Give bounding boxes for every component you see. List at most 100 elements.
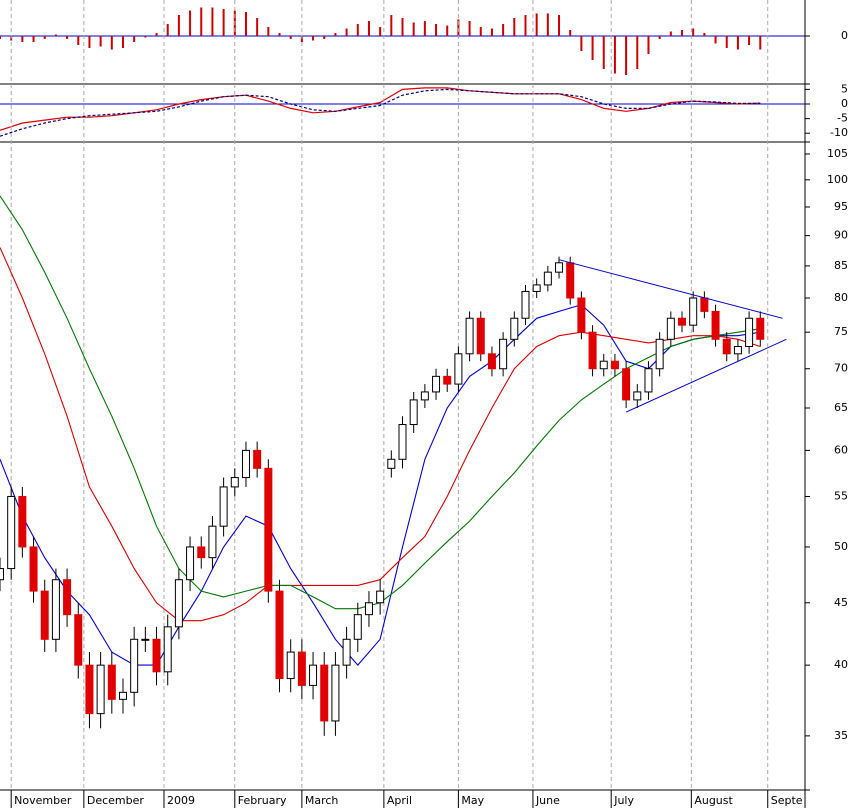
- candle-body: [376, 590, 385, 604]
- y-tick-label: 40: [834, 658, 848, 671]
- candle-body: [588, 331, 597, 370]
- candle-body: [555, 262, 564, 273]
- candle-body: [644, 368, 653, 393]
- candle-body: [118, 691, 127, 700]
- y-tick-label: 50: [834, 540, 848, 553]
- candle-body: [633, 391, 642, 401]
- candle-body: [309, 664, 318, 686]
- candle-body: [711, 310, 720, 340]
- candle-body: [577, 297, 586, 333]
- y-tick-label: 55: [834, 489, 848, 502]
- candle-body: [51, 579, 60, 640]
- candle-body: [107, 664, 116, 700]
- y-tick-label: 70: [834, 362, 848, 375]
- y-tick-label: 90: [834, 229, 848, 242]
- indicator-line: [0, 87, 761, 131]
- candle-body: [7, 495, 16, 570]
- candle-body: [264, 467, 273, 592]
- y-tick-label: 100: [827, 173, 848, 186]
- x-tick-label: July: [613, 794, 634, 807]
- x-tick-label: August: [694, 794, 733, 807]
- trendline: [625, 338, 787, 413]
- candle-body: [174, 579, 183, 628]
- candle-body: [18, 495, 27, 548]
- candle-body: [197, 546, 206, 559]
- x-tick-label: March: [305, 794, 339, 807]
- y-tick-label: 85: [834, 259, 848, 272]
- y-tick-label: 95: [834, 200, 848, 213]
- candle-body: [610, 360, 619, 370]
- candle-body: [521, 290, 530, 319]
- candle-body: [432, 375, 441, 393]
- candle-body: [733, 346, 742, 355]
- candle-body: [230, 477, 239, 488]
- y-tick-label: 80: [834, 291, 848, 304]
- candle-body: [700, 297, 709, 312]
- candle-body: [152, 638, 161, 673]
- candle-body: [320, 664, 329, 722]
- y-tick-label: 105: [827, 147, 848, 160]
- candle-body: [689, 297, 698, 326]
- candle-body: [364, 602, 373, 616]
- candle-body: [487, 353, 496, 370]
- candle-body: [241, 449, 250, 479]
- candle-body: [454, 353, 463, 385]
- y-tick-label: 5: [841, 82, 848, 95]
- candle-body: [409, 399, 418, 426]
- candle-body: [331, 664, 340, 722]
- candle-body: [163, 626, 172, 673]
- candle-body: [85, 664, 94, 715]
- indicator-line: [0, 88, 761, 137]
- moving-average: [0, 304, 761, 666]
- trendline: [558, 259, 783, 319]
- candle-body: [63, 579, 72, 616]
- x-tick-label: June: [535, 794, 560, 807]
- candle-body: [253, 449, 262, 469]
- y-tick-label: 0: [841, 97, 848, 110]
- candle-body: [510, 317, 519, 340]
- candle-body: [74, 614, 83, 666]
- candle-body: [219, 486, 228, 527]
- candle-body: [532, 284, 541, 292]
- x-tick-label: February: [238, 794, 287, 807]
- candle-body: [398, 424, 407, 460]
- candle-body: [443, 375, 452, 385]
- x-tick-label: November: [14, 794, 72, 807]
- x-tick-label: May: [461, 794, 484, 807]
- y-tick-label: 60: [834, 443, 848, 456]
- y-tick-label: 45: [834, 596, 848, 609]
- candle-body: [130, 638, 139, 693]
- candle-body: [566, 262, 575, 299]
- candle-body: [420, 391, 429, 401]
- candle-body: [208, 525, 217, 559]
- y-tick-label: 75: [834, 325, 848, 338]
- moving-average: [0, 247, 761, 622]
- candle-body: [622, 368, 631, 401]
- candle-body: [186, 546, 195, 581]
- candle-body: [342, 638, 351, 666]
- candle-body: [476, 317, 485, 355]
- y-tick-label: 35: [834, 729, 848, 742]
- candle-body: [756, 317, 765, 340]
- candle-body: [286, 651, 295, 680]
- candle-body: [387, 458, 396, 469]
- y-tick-label: 0: [841, 29, 848, 42]
- y-tick-label: -5: [837, 112, 848, 125]
- x-tick-label: December: [87, 794, 145, 807]
- candle-body: [722, 338, 731, 355]
- candle-body: [543, 271, 552, 286]
- candle-body: [745, 317, 754, 348]
- candle-body: [465, 317, 474, 355]
- x-tick-label: 2009: [167, 794, 195, 807]
- candle-body: [297, 651, 306, 686]
- x-tick-label: April: [387, 794, 412, 807]
- y-tick-label: -10: [830, 126, 848, 139]
- candle-body: [40, 590, 49, 640]
- candle-body: [678, 317, 687, 326]
- y-tick-label: 65: [834, 401, 848, 414]
- candle-body: [666, 317, 675, 340]
- candle-body: [655, 338, 664, 370]
- candle-body: [353, 614, 362, 640]
